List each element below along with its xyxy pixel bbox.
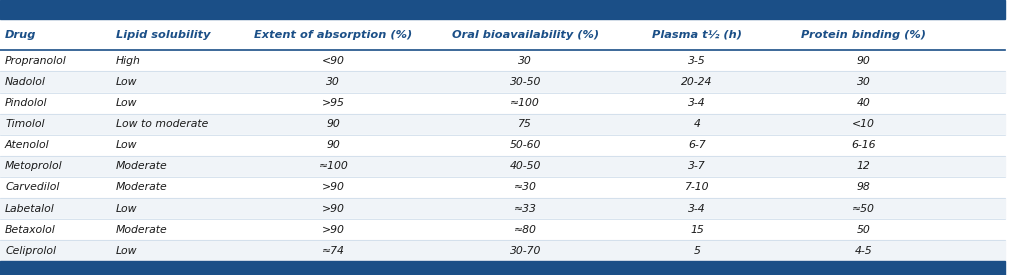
Text: Pindolol: Pindolol bbox=[5, 98, 47, 108]
Text: Low: Low bbox=[116, 246, 137, 256]
Text: 5: 5 bbox=[694, 246, 700, 256]
Text: 40: 40 bbox=[856, 98, 871, 108]
Text: >95: >95 bbox=[322, 98, 344, 108]
Text: 98: 98 bbox=[856, 182, 871, 192]
Text: Carvedilol: Carvedilol bbox=[5, 182, 60, 192]
Text: Oral bioavailability (%): Oral bioavailability (%) bbox=[451, 29, 599, 40]
Text: ≈100: ≈100 bbox=[318, 161, 348, 171]
Text: Labetalol: Labetalol bbox=[5, 204, 55, 213]
Text: <10: <10 bbox=[852, 119, 875, 129]
Text: 20-24: 20-24 bbox=[681, 77, 713, 87]
Text: 6-16: 6-16 bbox=[851, 140, 876, 150]
Text: ≈100: ≈100 bbox=[510, 98, 540, 108]
Bar bbox=[0, 240, 1005, 261]
Text: Nadolol: Nadolol bbox=[5, 77, 45, 87]
Text: 40-50: 40-50 bbox=[509, 161, 541, 171]
Text: 3-4: 3-4 bbox=[688, 204, 706, 213]
Text: 90: 90 bbox=[326, 140, 340, 150]
Text: Extent of absorption (%): Extent of absorption (%) bbox=[255, 29, 412, 40]
Text: 4: 4 bbox=[694, 119, 700, 129]
Text: 30: 30 bbox=[326, 77, 340, 87]
Bar bbox=[0, 0, 1005, 19]
Text: 15: 15 bbox=[690, 225, 704, 235]
Text: 75: 75 bbox=[518, 119, 532, 129]
Text: Low: Low bbox=[116, 77, 137, 87]
Bar bbox=[0, 198, 1005, 219]
Text: Moderate: Moderate bbox=[116, 225, 168, 235]
Text: Propranolol: Propranolol bbox=[5, 56, 67, 66]
Text: 90: 90 bbox=[856, 56, 871, 66]
Text: 30: 30 bbox=[518, 56, 532, 66]
Bar bbox=[0, 92, 1005, 114]
Text: 7-10: 7-10 bbox=[685, 182, 709, 192]
Text: Lipid solubility: Lipid solubility bbox=[116, 29, 211, 40]
Text: 30-50: 30-50 bbox=[509, 77, 541, 87]
Text: 3-5: 3-5 bbox=[688, 56, 706, 66]
Text: Betaxolol: Betaxolol bbox=[5, 225, 56, 235]
Text: 3-4: 3-4 bbox=[688, 98, 706, 108]
Bar bbox=[0, 135, 1005, 156]
Text: ≈74: ≈74 bbox=[322, 246, 344, 256]
Bar bbox=[0, 261, 1005, 275]
Text: 50-60: 50-60 bbox=[509, 140, 541, 150]
Text: ≈80: ≈80 bbox=[514, 225, 536, 235]
Text: Plasma t½ (h): Plasma t½ (h) bbox=[651, 29, 742, 40]
Bar bbox=[0, 50, 1005, 72]
Text: 4-5: 4-5 bbox=[854, 246, 873, 256]
Text: 50: 50 bbox=[856, 225, 871, 235]
Text: Low: Low bbox=[116, 204, 137, 213]
Text: <90: <90 bbox=[322, 56, 344, 66]
Text: 30: 30 bbox=[856, 77, 871, 87]
Text: Low to moderate: Low to moderate bbox=[116, 119, 208, 129]
Text: 3-7: 3-7 bbox=[688, 161, 706, 171]
Text: ≈33: ≈33 bbox=[514, 204, 536, 213]
Bar bbox=[0, 219, 1005, 240]
Text: Moderate: Moderate bbox=[116, 161, 168, 171]
Text: Metoprolol: Metoprolol bbox=[5, 161, 63, 171]
Text: High: High bbox=[116, 56, 141, 66]
Text: Protein binding (%): Protein binding (%) bbox=[801, 29, 926, 40]
Bar bbox=[0, 114, 1005, 135]
Bar bbox=[0, 72, 1005, 92]
Bar bbox=[0, 177, 1005, 198]
Text: ≈30: ≈30 bbox=[514, 182, 536, 192]
Bar bbox=[0, 156, 1005, 177]
Text: Low: Low bbox=[116, 140, 137, 150]
Text: >90: >90 bbox=[322, 225, 344, 235]
Text: Low: Low bbox=[116, 98, 137, 108]
Text: Drug: Drug bbox=[5, 29, 36, 40]
Text: Celiprolol: Celiprolol bbox=[5, 246, 56, 256]
Text: Timolol: Timolol bbox=[5, 119, 44, 129]
Text: 30-70: 30-70 bbox=[509, 246, 541, 256]
Text: >90: >90 bbox=[322, 182, 344, 192]
Text: 6-7: 6-7 bbox=[688, 140, 706, 150]
Text: ≈50: ≈50 bbox=[852, 204, 875, 213]
Text: Atenolol: Atenolol bbox=[5, 140, 49, 150]
Text: 12: 12 bbox=[856, 161, 871, 171]
Text: Moderate: Moderate bbox=[116, 182, 168, 192]
Text: 90: 90 bbox=[326, 119, 340, 129]
Text: >90: >90 bbox=[322, 204, 344, 213]
